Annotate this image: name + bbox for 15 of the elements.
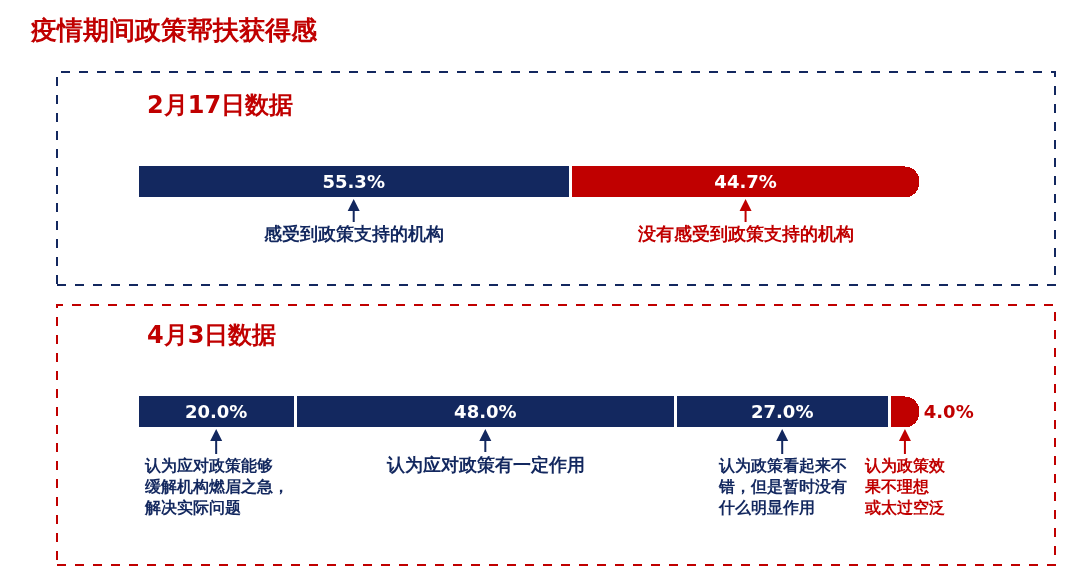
data-label: 55.3%: [322, 171, 385, 193]
data-label: 4.0%: [923, 401, 974, 423]
series-label: 认为政策看起来不错，但是暂时没有什么明显作用: [718, 456, 847, 517]
data-label: 20.0%: [184, 401, 248, 423]
series-label: 认为应对政策能够缓解机构燃眉之急，解决实际问题: [144, 456, 289, 517]
legend-label: 没有感受到政策支持的机构: [637, 223, 854, 244]
series-label: 认为应对政策有一定作用: [386, 454, 585, 475]
data-label: 44.7%: [714, 171, 777, 193]
chart-title: 疫情期间政策帮扶获得感: [30, 15, 318, 45]
data-label: 27.0%: [750, 401, 814, 423]
series-label: 感受到政策支持的机构: [263, 223, 444, 244]
data-label: 48.0%: [454, 401, 517, 423]
chart-title: 4月3日数据: [147, 321, 277, 349]
chart-subtitle: 2月17日数据: [147, 91, 294, 119]
legend-label: 认为政策效果不理想或太过空泛: [864, 456, 946, 517]
